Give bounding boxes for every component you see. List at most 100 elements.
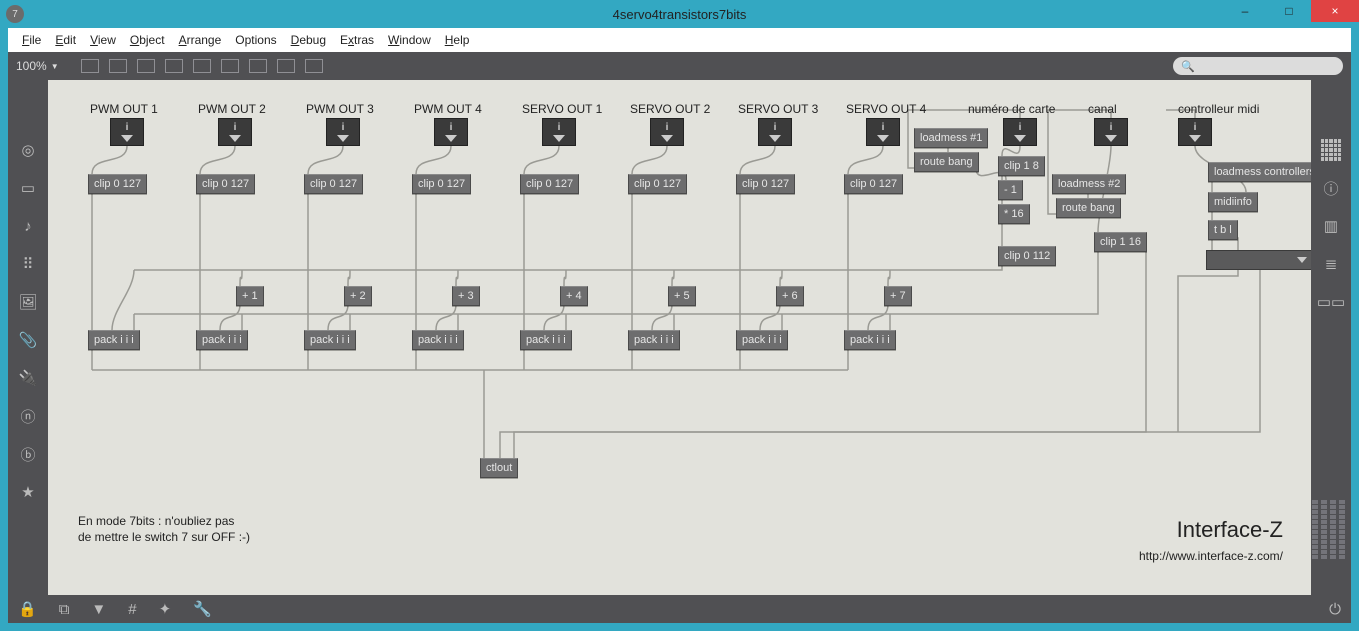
menu-debug[interactable]: Debug xyxy=(285,30,332,50)
tb-icon-3[interactable] xyxy=(137,59,155,73)
tb-icon-6[interactable] xyxy=(221,59,239,73)
tb-icon-2[interactable] xyxy=(109,59,127,73)
gutter-b-icon[interactable]: ⓑ xyxy=(18,444,38,464)
clip-col-2[interactable]: clip 0 127 xyxy=(304,174,363,194)
patch-canvas[interactable]: En mode 7bits : n'oubliez pas de mettre … xyxy=(48,80,1311,595)
list-icon[interactable]: ≣ xyxy=(1321,254,1341,274)
clip-col-6[interactable]: clip 0 127 xyxy=(736,174,795,194)
clip-col-7[interactable]: clip 0 127 xyxy=(844,174,903,194)
minimize-button[interactable]: – xyxy=(1223,0,1267,22)
wrench-icon[interactable]: 🔧 xyxy=(193,600,212,618)
lock-icon[interactable]: 🔒 xyxy=(18,600,37,618)
tb-icon-8[interactable] xyxy=(277,59,295,73)
clip18[interactable]: clip 1 8 xyxy=(998,156,1045,176)
pack-col-0[interactable]: pack i i i xyxy=(88,330,140,350)
gutter-target-icon[interactable]: ◎ xyxy=(18,140,38,160)
pack-col-6[interactable]: pack i i i xyxy=(736,330,788,350)
clip0112[interactable]: clip 0 112 xyxy=(998,246,1056,266)
clip-col-1[interactable]: clip 0 127 xyxy=(196,174,255,194)
gutter-star-icon[interactable]: ★ xyxy=(18,482,38,502)
routebang1[interactable]: route bang xyxy=(914,152,979,172)
tb-icon-5[interactable] xyxy=(193,59,211,73)
ctlout[interactable]: ctlout xyxy=(480,458,518,478)
plus-col-7[interactable]: + 7 xyxy=(884,286,912,306)
menu-object[interactable]: Object xyxy=(124,30,171,50)
menu-window[interactable]: Window xyxy=(382,30,437,50)
loadmess1[interactable]: loadmess #1 xyxy=(914,128,988,148)
numbox-col-0[interactable]: i xyxy=(110,118,144,146)
gutter-image-icon[interactable]: 🖼 xyxy=(18,292,38,312)
plus-col-2[interactable]: + 2 xyxy=(344,286,372,306)
pack-col-3[interactable]: pack i i i xyxy=(412,330,464,350)
gutter-dots-icon[interactable]: ⠿ xyxy=(18,254,38,274)
numbox-midi[interactable]: i xyxy=(1178,118,1212,146)
grid-icon[interactable] xyxy=(1321,140,1341,160)
tbl[interactable]: t b l xyxy=(1208,220,1238,240)
pack-col-2[interactable]: pack i i i xyxy=(304,330,356,350)
numbox-col-3[interactable]: i xyxy=(434,118,468,146)
menu-arrange[interactable]: Arrange xyxy=(173,30,228,50)
menu-view[interactable]: View xyxy=(84,30,122,50)
controller-dropdown[interactable] xyxy=(1206,250,1311,270)
loadmess2[interactable]: loadmess #2 xyxy=(1052,174,1126,194)
clip-col-3[interactable]: clip 0 127 xyxy=(412,174,471,194)
maximize-button[interactable]: □ xyxy=(1267,0,1311,22)
wand-icon[interactable]: ✦ xyxy=(159,600,172,618)
gutter-note-icon[interactable]: ♪ xyxy=(18,216,38,236)
pack-col-1[interactable]: pack i i i xyxy=(196,330,248,350)
copy-icon[interactable]: ⧉ xyxy=(59,601,70,618)
numbox-col-4[interactable]: i xyxy=(542,118,576,146)
plus-col-6[interactable]: + 6 xyxy=(776,286,804,306)
menu-help[interactable]: Help xyxy=(439,30,476,50)
clip-col-4[interactable]: clip 0 127 xyxy=(520,174,579,194)
book-icon[interactable]: ▭▭ xyxy=(1321,292,1341,312)
titlebar[interactable]: 7 4servo4transistors7bits – □ × xyxy=(0,0,1359,28)
tb-icon-1[interactable] xyxy=(81,59,99,73)
cols-icon[interactable]: ▥ xyxy=(1321,216,1341,236)
zoom-selector[interactable]: 100%▼ xyxy=(16,59,59,73)
numbox-col-1[interactable]: i xyxy=(218,118,252,146)
power-icon[interactable]: ⏻ xyxy=(1329,601,1341,618)
window-buttons: – □ × xyxy=(1223,0,1359,22)
routebang2[interactable]: route bang xyxy=(1056,198,1121,218)
gutter-rect-icon[interactable]: ▭ xyxy=(18,178,38,198)
close-button[interactable]: × xyxy=(1311,0,1359,22)
times16[interactable]: * 16 xyxy=(998,204,1030,224)
menu-file[interactable]: File xyxy=(16,30,47,50)
pack-col-4[interactable]: pack i i i xyxy=(520,330,572,350)
clip116[interactable]: clip 1 16 xyxy=(1094,232,1147,252)
plus-col-4[interactable]: + 4 xyxy=(560,286,588,306)
plus-col-5[interactable]: + 5 xyxy=(668,286,696,306)
clip-col-0[interactable]: clip 0 127 xyxy=(88,174,147,194)
tb-icon-7[interactable] xyxy=(249,59,267,73)
gutter-clip-icon[interactable]: 📎 xyxy=(18,330,38,350)
search-input[interactable]: 🔍 xyxy=(1173,57,1343,75)
numbox-carte[interactable]: i xyxy=(1003,118,1037,146)
pack-col-7[interactable]: pack i i i xyxy=(844,330,896,350)
menu-edit[interactable]: Edit xyxy=(49,30,82,50)
tb-icon-4[interactable] xyxy=(165,59,183,73)
tb-icon-10[interactable] xyxy=(333,59,351,73)
minus1[interactable]: - 1 xyxy=(998,180,1023,200)
info-icon[interactable]: ⓘ xyxy=(1321,178,1341,198)
search-icon: 🔍 xyxy=(1181,60,1195,73)
numbox-col-7[interactable]: i xyxy=(866,118,900,146)
numbox-canal[interactable]: i xyxy=(1094,118,1128,146)
plus-col-1[interactable]: + 1 xyxy=(236,286,264,306)
gutter-n-icon[interactable]: ⓝ xyxy=(18,406,38,426)
clip-col-5[interactable]: clip 0 127 xyxy=(628,174,687,194)
pack-col-5[interactable]: pack i i i xyxy=(628,330,680,350)
menu-options[interactable]: Options xyxy=(229,30,282,50)
menu-extras[interactable]: Extras xyxy=(334,30,380,50)
numbox-col-5[interactable]: i xyxy=(650,118,684,146)
header-3: PWM OUT 4 xyxy=(414,102,482,116)
tb-icon-9[interactable] xyxy=(305,59,323,73)
numbox-col-6[interactable]: i xyxy=(758,118,792,146)
gutter-plug-icon[interactable]: 🔌 xyxy=(18,368,38,388)
present-icon[interactable]: ▼ xyxy=(91,601,106,618)
numbox-col-2[interactable]: i xyxy=(326,118,360,146)
midiinfo[interactable]: midiinfo xyxy=(1208,192,1258,212)
plus-col-3[interactable]: + 3 xyxy=(452,286,480,306)
hash-icon[interactable]: # xyxy=(128,601,136,618)
loadmess-controllers[interactable]: loadmess controllers xyxy=(1208,162,1311,182)
